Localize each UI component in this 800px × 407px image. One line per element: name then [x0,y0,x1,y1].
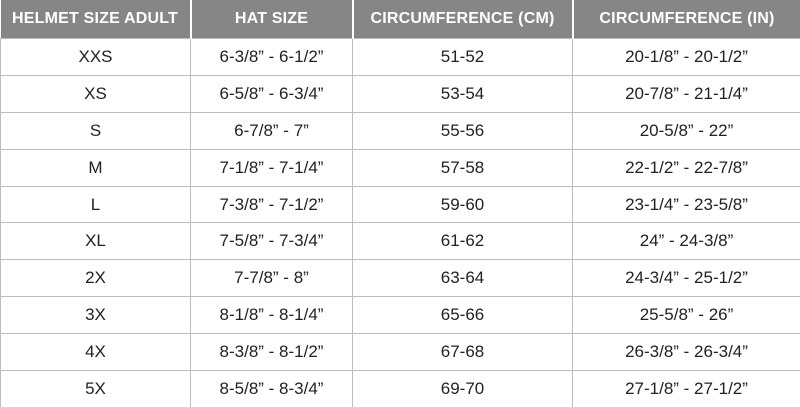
table-cell: 65-66 [352,296,573,335]
table-cell: 7-3/8” - 7-1/2” [190,185,353,224]
table-cell: XL [0,222,191,261]
table-row: L 7-3/8” - 7-1/2” 59-60 23-1/4” - 23-5/8” [0,185,800,224]
table-cell: 20-5/8” - 22” [572,111,800,150]
table-cell: 69-70 [352,370,573,407]
table-cell: 23-1/4” - 23-5/8” [572,185,800,224]
table-row: XXS 6-3/8” - 6-1/2” 51-52 20-1/8” - 20-1/2” [0,38,800,76]
table-cell: 20-7/8” - 21-1/4” [572,74,800,113]
table-cell: 2X [0,259,191,298]
table-cell: 8-1/8” - 8-1/4” [190,296,353,335]
table-row: 2X 7-7/8” - 8” 63-64 24-3/4” - 25-1/2” [0,259,800,298]
table-cell: 6-5/8” - 6-3/4” [190,74,353,113]
table-row: XL 7-5/8” - 7-3/4” 61-62 24” - 24-3/8” [0,222,800,261]
table-cell: 67-68 [352,333,573,372]
table-body: XXS 6-3/8” - 6-1/2” 51-52 20-1/8” - 20-1/2”… [0,38,800,407]
table-cell: XS [0,74,191,113]
table-cell: 4X [0,333,191,372]
column-header: HELMET SIZE ADULT [0,0,192,39]
table-cell: L [0,185,191,224]
table-cell: M [0,148,191,187]
table-row: 4X 8-3/8” - 8-1/2” 67-68 26-3/8” - 26-3/4” [0,333,800,372]
table-cell: 8-5/8” - 8-3/4” [190,370,353,407]
table-cell: XXS [0,38,191,76]
table-cell: 59-60 [352,185,573,224]
table-cell: 57-58 [352,148,573,187]
table-cell: 26-3/8” - 26-3/4” [572,333,800,372]
table-cell: 63-64 [352,259,573,298]
column-header: CIRCUMFERENCE (CM) [352,0,574,39]
column-header: CIRCUMFERENCE (IN) [572,0,800,39]
table-cell: 6-3/8” - 6-1/2” [190,38,353,76]
table-cell: 7-7/8” - 8” [190,259,353,298]
table-cell: 53-54 [352,74,573,113]
table-cell: 5X [0,370,191,407]
table-row: 5X 8-5/8” - 8-3/4” 69-70 27-1/8” - 27-1/2” [0,370,800,407]
table-cell: 22-1/2” - 22-7/8” [572,148,800,187]
table-cell: 20-1/8” - 20-1/2” [572,38,800,76]
table-cell: 7-1/8” - 7-1/4” [190,148,353,187]
table-cell: S [0,111,191,150]
table-cell: 7-5/8” - 7-3/4” [190,222,353,261]
table-cell: 51-52 [352,38,573,76]
table-cell: 55-56 [352,111,573,150]
table-cell: 8-3/8” - 8-1/2” [190,333,353,372]
table-cell: 61-62 [352,222,573,261]
table-cell: 27-1/8” - 27-1/2” [572,370,800,407]
table-row: 3X 8-1/8” - 8-1/4” 65-66 25-5/8” - 26” [0,296,800,335]
table-cell: 24” - 24-3/8” [572,222,800,261]
header-row: HELMET SIZE ADULT HAT SIZE CIRCUMFERENCE (… [0,0,800,39]
table-cell: 25-5/8” - 26” [572,296,800,335]
table-cell: 3X [0,296,191,335]
table-cell: 24-3/4” - 25-1/2” [572,259,800,298]
column-header: HAT SIZE [190,0,354,39]
table-cell: 6-7/8” - 7” [190,111,353,150]
table-row: M 7-1/8” - 7-1/4” 57-58 22-1/2” - 22-7/8” [0,148,800,187]
table-row: XS 6-5/8” - 6-3/4” 53-54 20-7/8” - 21-1/4” [0,74,800,113]
table-row: S 6-7/8” - 7” 55-56 20-5/8” - 22” [0,111,800,150]
